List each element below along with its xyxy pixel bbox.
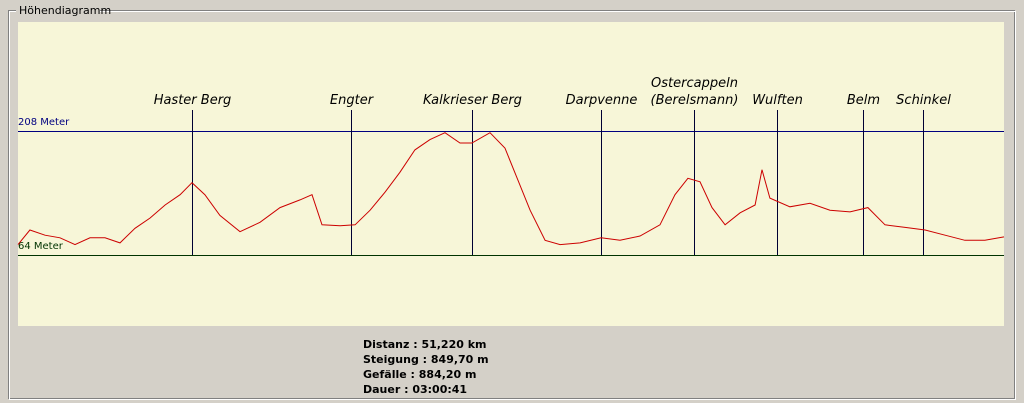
waypoint-label: (Berelsmann): [651, 93, 739, 108]
stat-separator: :: [409, 338, 421, 351]
waypoint-label: Kalkrieser Berg: [423, 93, 522, 108]
waypoint-label: Ostercappeln: [651, 76, 738, 91]
group-box: [8, 10, 1015, 399]
stat-line: Steigung : 849,70 m: [363, 353, 489, 366]
stat-line: Gefälle : 884,20 m: [363, 368, 477, 381]
stat-value: 51,220 km: [421, 338, 486, 351]
waypoint-label: Darpvenne: [566, 93, 638, 108]
waypoint-label: Engter: [330, 93, 375, 108]
stat-line: Distanz : 51,220 km: [363, 338, 487, 351]
waypoint-label: Wulften: [752, 93, 803, 108]
stat-label: Distanz: [363, 338, 409, 351]
waypoint-label: Schinkel: [896, 93, 951, 108]
elevation-line: [17, 132, 1005, 246]
waypoint-label: Haster Berg: [154, 93, 232, 108]
stat-label: Dauer: [363, 383, 401, 396]
stat-value: 884,20 m: [419, 368, 477, 381]
stat-label: Gefälle: [363, 368, 407, 381]
group-title-bg: [16, 4, 100, 18]
group-title: Höhendiagramm: [19, 4, 111, 17]
y-tick-label: 208 Meter: [18, 117, 70, 128]
stat-separator: :: [407, 368, 419, 381]
stat-line: Dauer : 03:00:41: [363, 383, 467, 396]
stat-separator: :: [400, 383, 412, 396]
plot: 64 Meter 208 Meter Haster Berg Engter Kalkri…: [17, 76, 1005, 256]
y-tick-label: 64 Meter: [18, 241, 64, 252]
group-box-highlight: [9, 11, 1016, 400]
waypoint-label: Belm: [847, 93, 880, 108]
stat-value: 849,70 m: [431, 353, 489, 366]
stat-value: 03:00:41: [412, 383, 467, 396]
stat-separator: :: [419, 353, 431, 366]
plot-area: [18, 22, 1004, 326]
stat-label: Steigung: [363, 353, 419, 366]
